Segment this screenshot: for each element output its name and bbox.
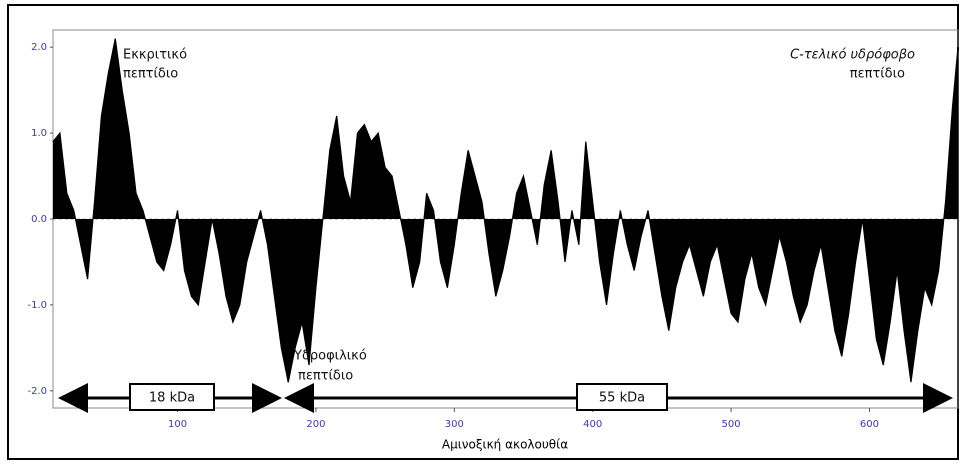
label-box xyxy=(576,383,668,411)
y-tick-label: 1.0 xyxy=(31,128,47,139)
annotation: Υδροφιλικό xyxy=(293,349,367,364)
x-tick-label: 400 xyxy=(583,419,602,430)
x-tick-label: 200 xyxy=(306,419,325,430)
line xyxy=(52,38,959,383)
y-tick-label: 0.0 xyxy=(31,214,47,225)
annotation: Εκκριτικό xyxy=(123,48,187,63)
annotation: C-τελικό υδρόφοβο xyxy=(790,48,915,63)
area xyxy=(53,38,958,383)
band-label: 18 kDa xyxy=(149,391,195,406)
label-box xyxy=(129,383,215,411)
x-tick-label: 100 xyxy=(168,419,187,430)
annotation: πεπτίδιο xyxy=(123,67,178,82)
annotation: πεπτίδιο xyxy=(850,67,905,82)
y-tick-label: 2.0 xyxy=(31,42,47,53)
x-axis-label: Αμινοξική ακολουθία xyxy=(442,438,568,452)
band-label: 55 kDa xyxy=(599,391,645,406)
y-tick-label: -1.0 xyxy=(27,300,47,311)
y-tick-label: -2.0 xyxy=(27,386,47,397)
x-tick-label: 500 xyxy=(722,419,741,430)
annotation: πεπτίδιο xyxy=(298,369,353,384)
x-tick-label: 600 xyxy=(860,419,879,430)
x-tick-label: 300 xyxy=(445,419,464,430)
